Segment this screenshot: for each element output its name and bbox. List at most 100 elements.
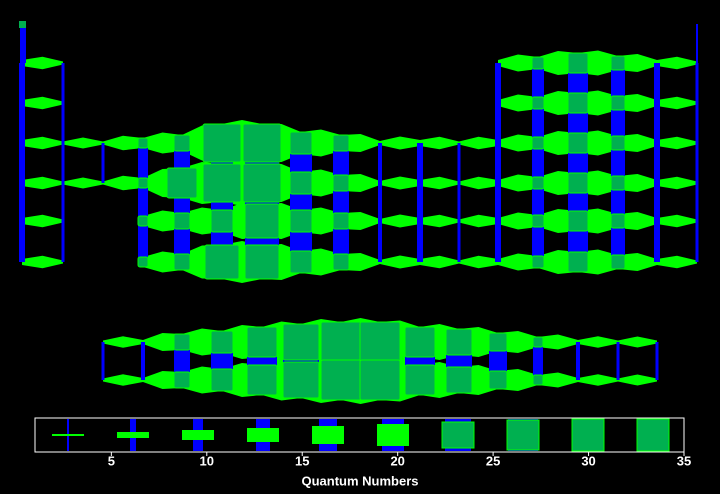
level-bar (532, 63, 544, 262)
link (498, 253, 538, 271)
node (610, 55, 626, 71)
node (242, 123, 282, 163)
node (531, 176, 545, 190)
link (538, 372, 578, 388)
level-bar (333, 143, 349, 262)
node (445, 328, 473, 356)
link (459, 136, 498, 150)
link (22, 136, 63, 150)
node (531, 96, 545, 110)
node (332, 212, 350, 230)
node (567, 92, 589, 114)
marker (19, 21, 26, 28)
node (531, 255, 545, 269)
link (103, 336, 143, 348)
node (610, 213, 626, 229)
node (359, 359, 401, 401)
x-tick-label: 15 (295, 453, 309, 468)
node (532, 374, 544, 386)
level-bar (101, 342, 105, 380)
level-bar (141, 342, 145, 380)
x-tick-label: 30 (581, 453, 595, 468)
level-bar (696, 24, 698, 63)
link (420, 136, 459, 150)
legend-glyph (117, 432, 149, 438)
node (445, 366, 473, 394)
link (341, 253, 380, 271)
node (137, 256, 149, 268)
link (657, 255, 697, 269)
level-bar (174, 342, 190, 380)
node (531, 136, 545, 150)
link (618, 253, 657, 271)
link (578, 374, 618, 386)
link (143, 210, 182, 232)
node (289, 209, 313, 233)
link (143, 371, 182, 389)
link (498, 174, 538, 192)
x-tick-label: 35 (677, 453, 691, 468)
node (173, 212, 191, 230)
node (166, 167, 198, 199)
link (420, 176, 459, 190)
node (289, 131, 313, 155)
link (498, 94, 538, 112)
level-bar (654, 63, 660, 262)
link (459, 214, 498, 228)
node (246, 364, 278, 396)
link (143, 333, 182, 351)
node (404, 364, 436, 396)
node (173, 134, 191, 152)
link (420, 214, 459, 228)
node (610, 254, 626, 270)
link (498, 212, 538, 230)
link (618, 54, 657, 72)
link (380, 136, 420, 150)
level-bar (495, 63, 501, 262)
x-tick-label: 5 (108, 453, 115, 468)
node (531, 56, 545, 70)
level-bar (290, 143, 312, 262)
link (538, 334, 578, 350)
level-bar (417, 143, 423, 262)
link (143, 251, 182, 273)
node (320, 321, 362, 363)
legend-glyph (312, 426, 344, 444)
link (498, 331, 538, 353)
link (618, 134, 657, 152)
link (459, 255, 498, 269)
legend-glyph (571, 418, 605, 452)
node (289, 250, 313, 274)
node (202, 163, 242, 203)
node (567, 132, 589, 154)
link (22, 214, 63, 228)
legend-box (34, 417, 685, 453)
node (282, 361, 320, 399)
level-bar (457, 143, 461, 262)
node (359, 321, 401, 363)
link (618, 212, 657, 230)
level-bar (138, 143, 148, 262)
link (341, 134, 380, 152)
node (567, 52, 589, 74)
link (380, 255, 420, 269)
link (22, 56, 63, 70)
node (244, 203, 280, 239)
link (380, 214, 420, 228)
level-bar (695, 63, 699, 262)
link (657, 214, 697, 228)
level-bar (576, 342, 580, 380)
level-bar (101, 143, 105, 183)
node (244, 244, 280, 280)
level-bar (174, 143, 190, 262)
link (341, 174, 380, 192)
node (246, 326, 278, 358)
link (103, 374, 143, 386)
level-bar (378, 143, 382, 262)
node (567, 210, 589, 232)
node (332, 134, 350, 152)
node (210, 330, 234, 354)
x-tick-label: 25 (486, 453, 500, 468)
node (531, 214, 545, 228)
